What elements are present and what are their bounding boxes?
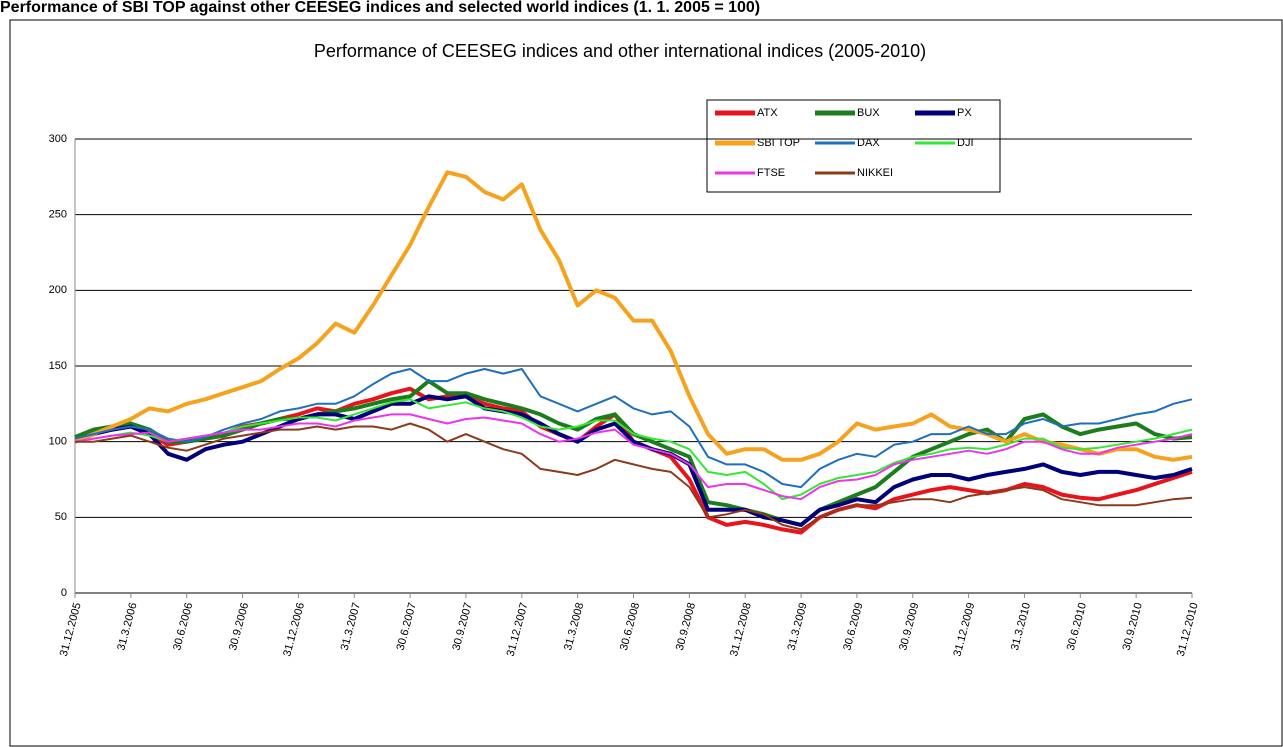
legend-label: BUX [857,107,880,119]
y-tick-label: 50 [55,511,67,523]
legend-label: NIKKEI [857,167,893,179]
y-tick-label: 300 [49,133,67,145]
legend-label: DAX [857,137,880,149]
page-title: Performance of SBI TOP against other CEE… [0,0,760,16]
y-tick-label: 150 [49,360,67,372]
chart-title: Performance of CEESEG indices and other … [314,41,926,61]
series-line [74,398,1193,501]
series-line [74,394,1193,527]
series-line [75,422,1193,531]
series-line [74,368,1193,489]
legend-label: SBI TOP [757,137,800,149]
series-line [74,170,1193,462]
series-line [74,413,1193,501]
y-tick-label: 0 [61,587,67,599]
legend-label: FTSE [757,167,785,179]
legend-label: DJI [957,137,974,149]
y-tick-label: 200 [49,284,67,296]
chart-frame [9,19,1283,747]
legend-label: ATX [757,107,778,119]
legend-label: PX [957,107,972,119]
y-tick-label: 250 [49,209,67,221]
y-tick-label: 100 [49,436,67,448]
